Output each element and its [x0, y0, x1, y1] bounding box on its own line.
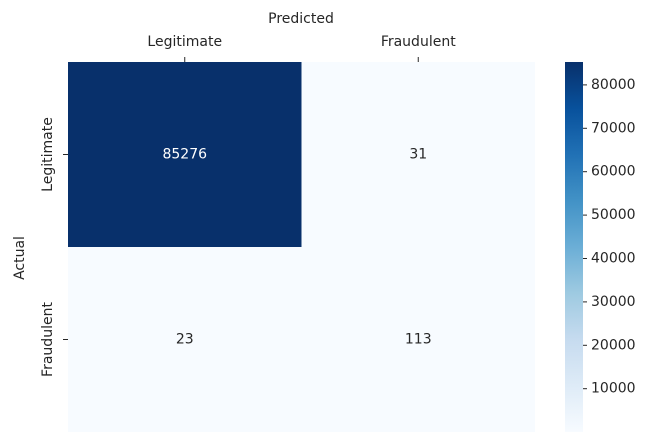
- y-axis-label: Actual: [12, 236, 28, 280]
- colorbar: [565, 62, 583, 432]
- heatmap-cell: [68, 62, 302, 247]
- colorbar-tick-label: 30000: [591, 294, 636, 310]
- colorbar-tick-label: 50000: [591, 207, 636, 223]
- heatmap-cell: [301, 247, 535, 432]
- colorbar-tick-label: 80000: [591, 77, 636, 93]
- colorbar-tick-label: 40000: [591, 250, 636, 266]
- colorbar-tick-label: 70000: [591, 120, 636, 136]
- colorbar-tick-label: 10000: [591, 381, 636, 397]
- colorbar-tick-label: 60000: [591, 164, 636, 180]
- cell-label: 23: [176, 332, 194, 348]
- heatmap-cell: [301, 62, 535, 247]
- cell-label: 113: [405, 332, 432, 348]
- heatmap-cell: [68, 247, 302, 432]
- cell-label: 31: [409, 147, 427, 163]
- x-tick-label: Fraudulent: [381, 34, 456, 50]
- x-axis-label: Predicted: [268, 11, 334, 27]
- y-tick-label: Legitimate: [40, 117, 56, 192]
- x-tick-label: Legitimate: [147, 34, 222, 50]
- colorbar-tick-label: 20000: [591, 337, 636, 353]
- y-tick-label: Fraudulent: [40, 302, 56, 377]
- cell-label: 85276: [162, 147, 207, 163]
